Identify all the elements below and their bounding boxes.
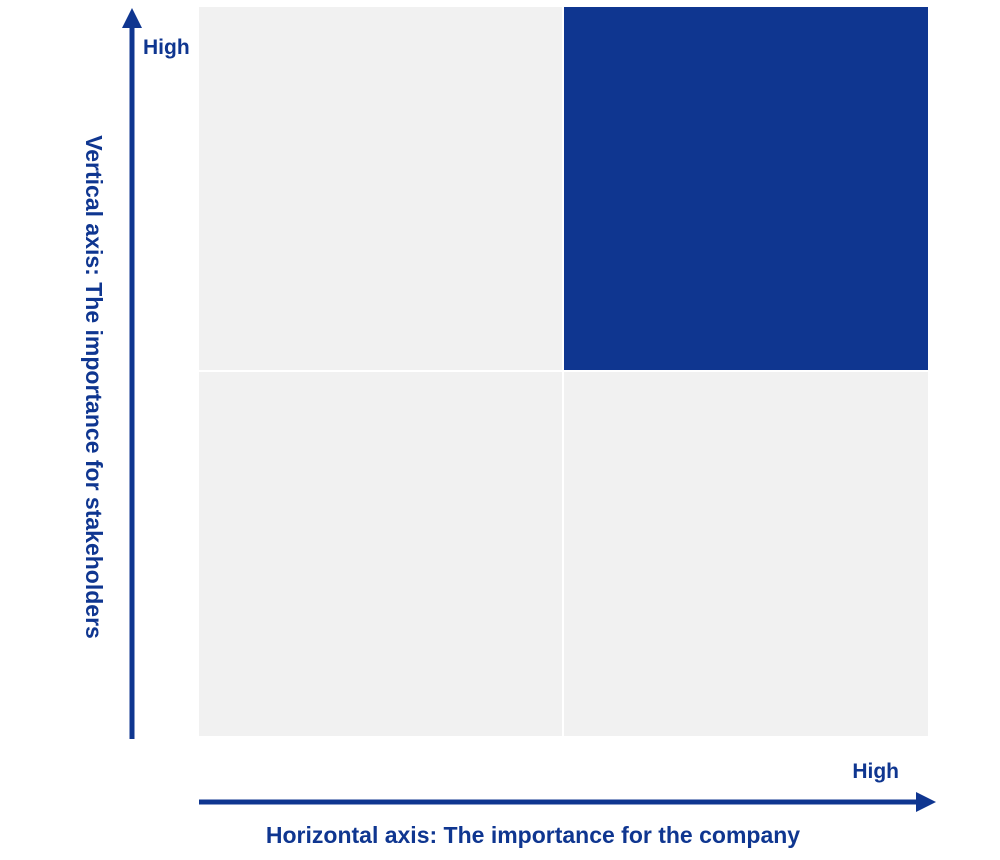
quadrant-bottom-left [199, 372, 562, 736]
quadrant-top-right [564, 7, 928, 370]
quadrant-bottom-right [564, 372, 928, 736]
vertical-axis-title: Vertical axis: The importance for stakeh… [81, 135, 107, 639]
horizontal-axis-title: Horizontal axis: The importance for the … [266, 822, 800, 848]
quadrant-top-left [199, 7, 562, 370]
horizontal-axis-arrowhead [916, 792, 936, 812]
vertical-high-label: High [143, 36, 190, 59]
horizontal-high-label: High [852, 760, 899, 783]
vertical-axis-arrowhead [122, 8, 142, 28]
